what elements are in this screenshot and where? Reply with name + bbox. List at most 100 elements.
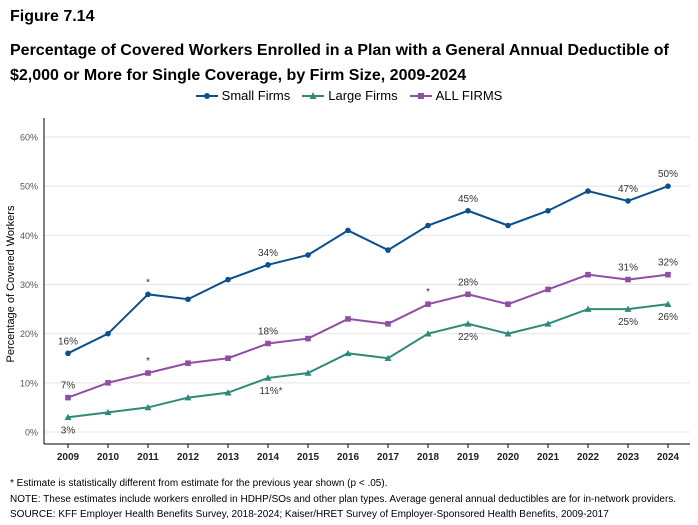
all-firms-point bbox=[265, 340, 271, 347]
line-chart: 0% 10% 20% 30% 40% 50% 60% 2009 2010 2011 2012 2013… bbox=[5, 118, 690, 463]
y-tick-label: 60% bbox=[20, 133, 38, 143]
legend-label: ALL FIRMS bbox=[435, 88, 503, 103]
all-firms-data-label: * bbox=[146, 356, 150, 367]
legend-square-icon bbox=[409, 92, 432, 99]
large-firms-point bbox=[384, 354, 392, 362]
all-firms-data-label: 31% bbox=[618, 263, 638, 274]
large-firms-point bbox=[144, 403, 152, 411]
x-tick-label: 2022 bbox=[577, 452, 600, 463]
large-firms-data-label: 25% bbox=[618, 317, 638, 328]
y-tick-label: 40% bbox=[20, 231, 38, 241]
small-firms-point bbox=[665, 183, 671, 189]
small-firms-point bbox=[105, 330, 111, 337]
note: NOTE: These estimates include workers en… bbox=[10, 493, 677, 505]
large-firms-data-label: 3% bbox=[61, 425, 76, 436]
small-firms-point bbox=[465, 207, 471, 214]
x-tick-label: 2017 bbox=[377, 452, 400, 463]
x-tick-label: 2015 bbox=[297, 452, 320, 463]
small-firms-data-label: 50% bbox=[658, 169, 678, 180]
x-tick-label: 2019 bbox=[457, 452, 480, 463]
all-firms-point bbox=[625, 276, 631, 283]
y-tick-label: 20% bbox=[20, 329, 38, 339]
footnotes: * Estimate is statistically different fr… bbox=[10, 476, 676, 523]
large-firms-point bbox=[664, 300, 672, 307]
all-firms-point bbox=[305, 335, 311, 342]
large-firms-point bbox=[264, 374, 272, 381]
small-firms-point bbox=[145, 291, 151, 298]
legend-circle-icon bbox=[195, 92, 218, 99]
small-firms-point bbox=[345, 227, 351, 234]
all-firms-point bbox=[145, 370, 151, 376]
all-firms-point bbox=[465, 291, 471, 298]
all-firms-data-label: 7% bbox=[61, 381, 76, 392]
small-firms-point bbox=[545, 207, 551, 214]
large-firms-point bbox=[104, 408, 112, 416]
x-tick-label: 2016 bbox=[337, 452, 360, 463]
small-firms-point bbox=[505, 222, 511, 229]
all-firms-data-label: 28% bbox=[458, 277, 478, 288]
all-firms-point bbox=[185, 360, 191, 366]
small-firms-point bbox=[185, 296, 191, 303]
legend-item: ALL FIRMS bbox=[409, 88, 503, 103]
large-firms-data-label: 11%* bbox=[259, 386, 282, 397]
y-tick-label: 30% bbox=[20, 280, 38, 290]
all-firms-data-label: 18% bbox=[258, 327, 278, 338]
small-firms-point bbox=[425, 222, 431, 229]
small-firms-data-label: 34% bbox=[258, 248, 278, 259]
legend-item: Large Firms bbox=[302, 88, 398, 103]
large-firms-point bbox=[304, 369, 312, 376]
x-tick-label: 2018 bbox=[417, 452, 440, 463]
small-firms-point bbox=[65, 350, 71, 357]
all-firms-point bbox=[505, 301, 511, 307]
large-firms-point bbox=[64, 413, 72, 421]
all-firms-line bbox=[67, 273, 669, 399]
large-firms-data-label: 22% bbox=[458, 332, 478, 343]
x-tick-label: 2014 bbox=[257, 452, 280, 463]
x-tick-label: 2021 bbox=[537, 452, 560, 463]
y-axis-label: Percentage of Covered Workers bbox=[5, 205, 17, 362]
large-firms-point bbox=[424, 330, 432, 337]
small-firms-point bbox=[385, 247, 391, 253]
all-firms-data-label: * bbox=[426, 287, 430, 298]
x-tick-label: 2013 bbox=[217, 452, 240, 463]
all-firms-point bbox=[425, 301, 431, 307]
all-firms-point bbox=[585, 271, 591, 278]
legend: Small Firms Large Firms ALL FIRMS bbox=[0, 88, 698, 105]
small-firms-data-label: 45% bbox=[458, 194, 478, 205]
all-firms-point bbox=[65, 394, 71, 401]
all-firms-point bbox=[545, 286, 551, 293]
y-tick-label: 50% bbox=[20, 182, 38, 192]
legend-item: Small Firms bbox=[195, 88, 291, 103]
legend-label: Small Firms bbox=[221, 88, 291, 103]
all-firms-point bbox=[345, 316, 351, 322]
small-firms-data-label: 47% bbox=[618, 184, 638, 195]
small-firms-point bbox=[225, 276, 231, 283]
all-firms-point bbox=[105, 380, 111, 386]
x-tick-label: 2020 bbox=[497, 452, 520, 463]
small-firms-line bbox=[67, 185, 669, 355]
small-firms-data-label: * bbox=[146, 277, 150, 288]
all-firms-data-label: 32% bbox=[658, 258, 678, 269]
large-firms-data-label: 26% bbox=[658, 312, 678, 323]
large-firms-point bbox=[464, 320, 472, 327]
small-firms-point bbox=[585, 188, 591, 194]
all-firms-point bbox=[385, 321, 391, 327]
large-firms-point bbox=[224, 389, 232, 396]
small-firms-point bbox=[305, 252, 311, 258]
x-tick-label: 2009 bbox=[57, 452, 80, 463]
small-firms-data-label: 16% bbox=[58, 336, 78, 347]
large-firms-point bbox=[184, 394, 192, 401]
large-firms-point bbox=[624, 305, 632, 312]
asterisk-note: * Estimate is statistically different fr… bbox=[10, 478, 388, 489]
large-firms-point bbox=[584, 305, 592, 312]
figure-label: Figure 7.14 bbox=[10, 8, 95, 25]
large-firms-point bbox=[504, 330, 512, 337]
large-firms-point bbox=[544, 320, 552, 327]
all-firms-point bbox=[665, 271, 671, 278]
x-tick-label: 2010 bbox=[97, 452, 120, 463]
x-tick-label: 2012 bbox=[177, 452, 200, 463]
y-tick-label: 10% bbox=[20, 378, 38, 388]
small-firms-point bbox=[265, 262, 271, 268]
x-tick-label: 2011 bbox=[137, 452, 159, 463]
